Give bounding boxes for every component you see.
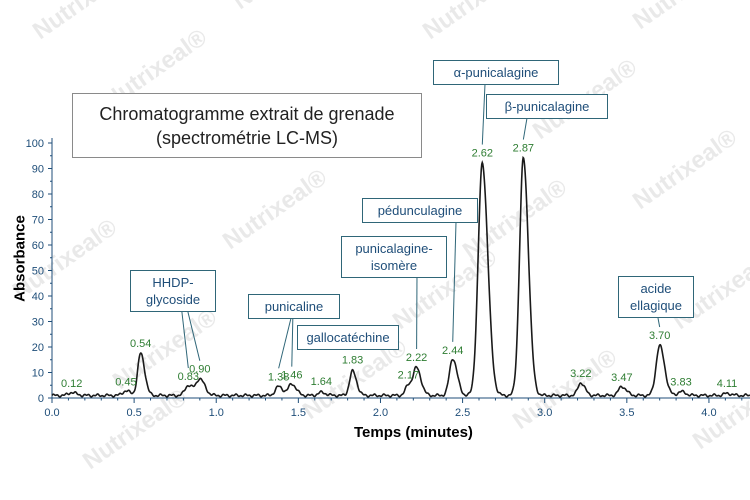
y-tick-label: 70 [32, 215, 44, 227]
peak-label: 0.83 [178, 371, 199, 383]
y-tick-label: 60 [32, 240, 44, 252]
annotation-beta-punicalagine: β-punicalagine [486, 94, 608, 119]
annotation-leader-line [185, 303, 201, 361]
peak-label: 0.54 [130, 338, 151, 350]
peak-label: 3.22 [570, 368, 591, 380]
annotation-text: pédunculagine [377, 203, 463, 218]
y-axis-title: Absorbance [11, 215, 29, 302]
peak-label: 2.17 [398, 370, 419, 382]
peak-label: 1.38 [268, 371, 289, 383]
annotation-text: β-punicalagine [504, 99, 590, 114]
peak-label: 4.11 [717, 378, 738, 390]
peak-label: 2.44 [442, 345, 463, 357]
annotation-text: glycoside [145, 292, 201, 307]
x-tick-label: 1.0 [209, 407, 224, 419]
x-tick-label: 4.0 [701, 407, 716, 419]
annotation-leader-line [452, 221, 457, 342]
peak-label: 2.87 [513, 143, 534, 155]
x-tick-label: 3.0 [537, 407, 552, 419]
x-tick-label: 1.5 [291, 407, 306, 419]
peak-label: 0.45 [115, 376, 136, 388]
annotation-text: isomère [370, 258, 418, 273]
y-tick-label: 30 [32, 317, 44, 329]
y-tick-label: 100 [26, 138, 44, 150]
x-tick-label: 0.0 [44, 407, 59, 419]
peak-label: 2.22 [406, 352, 427, 364]
x-tick-label: 3.5 [619, 407, 634, 419]
chart-title-box: Chromatogramme extrait de grenade (spect… [72, 93, 422, 158]
y-tick-label: 50 [32, 266, 44, 278]
peak-label: 3.70 [649, 330, 670, 342]
peak-label: 0.90 [189, 364, 210, 376]
annotation-gallocatechine: gallocatéchine [297, 325, 399, 350]
x-axis-title: Temps (minutes) [354, 424, 473, 441]
annotation-hhdp-glycoside: HHDP- glycoside [130, 270, 216, 312]
y-tick-label: 20 [32, 342, 44, 354]
watermark-text: Nutrixeal® [418, 0, 532, 45]
annotation-leader-line [481, 83, 486, 145]
watermark-text: Nutrixeal® [508, 344, 622, 435]
y-tick-label: 0 [38, 393, 44, 405]
watermark-text: Nutrixeal® [218, 164, 332, 255]
chromatogram-trace [51, 155, 750, 398]
annotation-leaders [180, 83, 661, 369]
annotation-punicalagine-isomere: punicalagine- isomère [341, 236, 447, 278]
peak-label: 1.64 [311, 376, 332, 388]
x-tick-label: 2.5 [455, 407, 470, 419]
y-tick-label: 80 [32, 189, 44, 201]
x-tick-label: 0.5 [126, 407, 141, 419]
annotation-text: gallocatéchine [306, 330, 390, 345]
axes: 0 10 20 30 40 50 60 70 80 90 100 0.0 0.5 1.0 1.5 2.0 2.5… [26, 138, 750, 419]
chart-title-line2: (spectrométrie LC-MS) [155, 128, 339, 148]
watermark-text: Nutrixeal® [228, 0, 342, 15]
y-tick-label: 10 [32, 368, 44, 380]
annotation-leader-line [657, 317, 661, 328]
x-tick-label: 2.0 [373, 407, 388, 419]
peak-label: 3.47 [611, 372, 632, 384]
annotation-alpha-punicalagine: α-punicalagine [433, 60, 559, 85]
watermark-text: Nutrixeal® [628, 0, 742, 35]
annotation-text: HHDP- [152, 275, 194, 290]
chart-title-line1: Chromatogramme extrait de grenade [99, 104, 395, 124]
annotation-leader-line [522, 117, 528, 140]
peak-label: 1.46 [281, 370, 302, 382]
watermark-text: Nutrixeal® [628, 124, 742, 215]
peak-label: 1.83 [342, 355, 363, 367]
annotation-leader-line [278, 309, 294, 369]
annotation-text: acide [640, 281, 672, 296]
peak-label: 2.62 [472, 148, 493, 160]
annotation-acide-ellagique: acide ellagique [618, 276, 694, 318]
y-tick-label: 40 [32, 291, 44, 303]
annotation-punicaline: punicaline [248, 294, 340, 319]
peak-label: 0.12 [61, 378, 82, 390]
peak-labels: 0.12 0.45 0.54 0.830.90 1.381.46 1.64 1.83 2.17… [61, 143, 737, 390]
annotation-leader-line [291, 309, 294, 367]
y-tick-label: 90 [32, 164, 44, 176]
peak-label: 3.83 [670, 377, 691, 389]
annotation-leader-line [180, 303, 189, 369]
annotation-text: punicalagine- [355, 241, 433, 256]
annotation-text: ellagique [629, 298, 683, 313]
annotation-text: punicaline [264, 299, 324, 314]
watermark-text: Nutrixeal® [28, 0, 142, 45]
annotation-pedunculagine: pédunculagine [362, 198, 478, 223]
annotation-text: α-punicalagine [453, 65, 539, 80]
